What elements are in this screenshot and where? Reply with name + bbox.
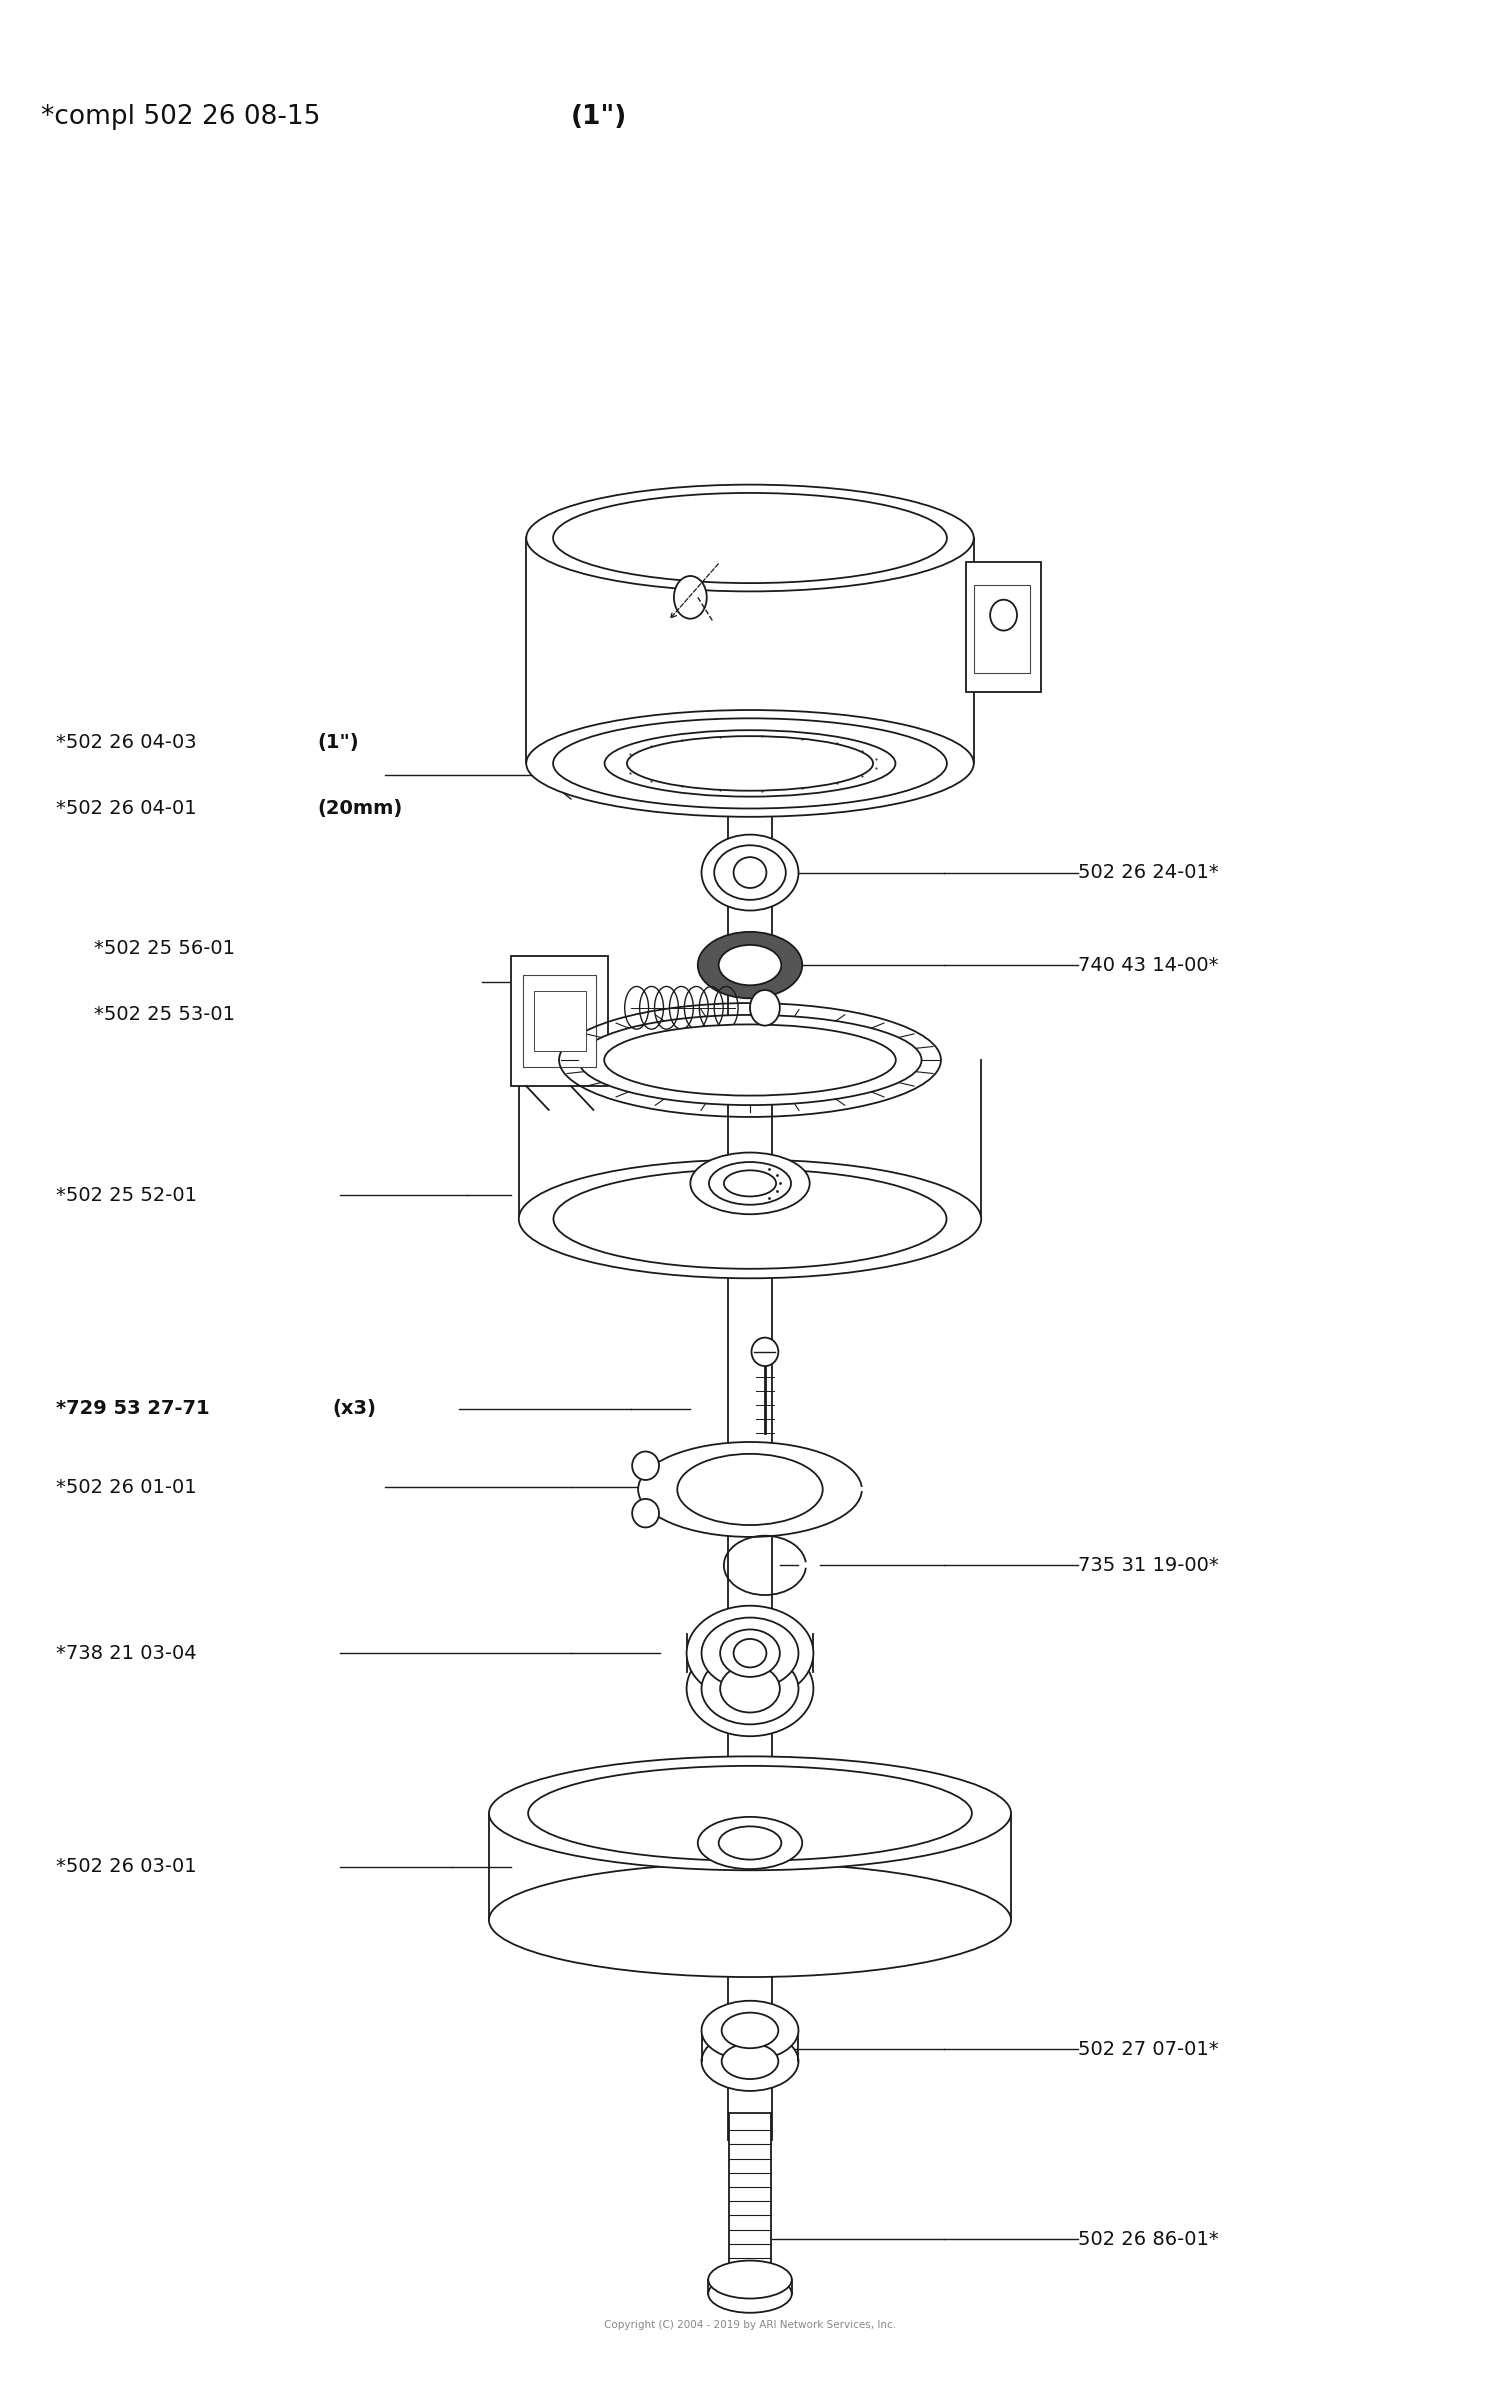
- Bar: [534, 990, 586, 1050]
- Ellipse shape: [708, 2274, 792, 2312]
- Ellipse shape: [554, 1169, 946, 1269]
- Ellipse shape: [710, 1162, 791, 1205]
- Text: 735 31 19-00*: 735 31 19-00*: [1078, 1555, 1220, 1574]
- Ellipse shape: [734, 857, 766, 888]
- Ellipse shape: [718, 945, 782, 986]
- Ellipse shape: [708, 2260, 792, 2298]
- Ellipse shape: [722, 2012, 778, 2048]
- Text: 502 27 07-01*: 502 27 07-01*: [1078, 2041, 1220, 2060]
- Ellipse shape: [690, 1152, 810, 1214]
- Ellipse shape: [579, 1014, 921, 1105]
- Ellipse shape: [687, 1605, 813, 1700]
- Ellipse shape: [698, 1817, 802, 1869]
- Ellipse shape: [714, 845, 786, 900]
- Ellipse shape: [604, 731, 896, 798]
- Ellipse shape: [687, 1641, 813, 1736]
- Ellipse shape: [720, 1664, 780, 1712]
- Text: *502 26 04-01: *502 26 04-01: [57, 800, 204, 819]
- Text: 502 26 24-01*: 502 26 24-01*: [1078, 862, 1220, 881]
- Text: *502 26 03-01: *502 26 03-01: [57, 1857, 196, 1876]
- Ellipse shape: [632, 1500, 658, 1529]
- Text: ARI PartStream™: ARI PartStream™: [672, 1224, 828, 1243]
- Text: *738 21 03-04: *738 21 03-04: [57, 1643, 196, 1662]
- Text: *502 25 53-01: *502 25 53-01: [93, 1005, 234, 1024]
- Text: (1"): (1"): [572, 105, 627, 131]
- Ellipse shape: [698, 931, 802, 998]
- Ellipse shape: [554, 719, 946, 810]
- Text: 502 26 86-01*: 502 26 86-01*: [1078, 2229, 1220, 2248]
- Bar: [729, 2114, 771, 2267]
- Ellipse shape: [604, 1024, 896, 1095]
- Ellipse shape: [718, 1826, 782, 1860]
- Ellipse shape: [722, 2043, 778, 2079]
- Text: 740 43 14-00*: 740 43 14-00*: [1078, 955, 1218, 974]
- Ellipse shape: [752, 1338, 778, 1367]
- Ellipse shape: [519, 1160, 981, 1279]
- Text: *502 25 56-01: *502 25 56-01: [93, 938, 234, 957]
- Bar: [524, 974, 597, 1067]
- Ellipse shape: [678, 1455, 822, 1526]
- Text: *729 53 27-71: *729 53 27-71: [57, 1400, 216, 1419]
- Ellipse shape: [627, 736, 873, 790]
- Ellipse shape: [674, 576, 706, 619]
- Ellipse shape: [750, 990, 780, 1026]
- Ellipse shape: [720, 1629, 780, 1676]
- Text: *502 26 04-03: *502 26 04-03: [57, 733, 204, 752]
- Bar: [966, 562, 1041, 693]
- Ellipse shape: [702, 2031, 798, 2091]
- Ellipse shape: [528, 1767, 972, 1862]
- Ellipse shape: [632, 1452, 658, 1481]
- Ellipse shape: [724, 1171, 776, 1195]
- Ellipse shape: [734, 1638, 766, 1667]
- Ellipse shape: [554, 493, 946, 583]
- Ellipse shape: [489, 1757, 1011, 1869]
- Ellipse shape: [702, 1617, 798, 1688]
- Ellipse shape: [702, 2000, 798, 2060]
- Text: Copyright (C) 2004 - 2019 by ARI Network Services, Inc.: Copyright (C) 2004 - 2019 by ARI Network…: [604, 2319, 896, 2329]
- Ellipse shape: [526, 710, 974, 817]
- Ellipse shape: [489, 1864, 1011, 1976]
- Ellipse shape: [702, 836, 798, 910]
- Ellipse shape: [638, 1443, 862, 1536]
- Bar: [974, 586, 1030, 674]
- Ellipse shape: [990, 600, 1017, 631]
- Text: (20mm): (20mm): [318, 800, 402, 819]
- Text: (1"): (1"): [318, 733, 358, 752]
- Text: (x3): (x3): [333, 1400, 376, 1419]
- Bar: [512, 955, 609, 1086]
- Ellipse shape: [526, 486, 974, 590]
- Ellipse shape: [702, 1652, 798, 1724]
- Text: *compl 502 26 08-15: *compl 502 26 08-15: [42, 105, 328, 131]
- Text: *502 25 52-01: *502 25 52-01: [57, 1186, 198, 1205]
- Text: *502 26 01-01: *502 26 01-01: [57, 1479, 196, 1498]
